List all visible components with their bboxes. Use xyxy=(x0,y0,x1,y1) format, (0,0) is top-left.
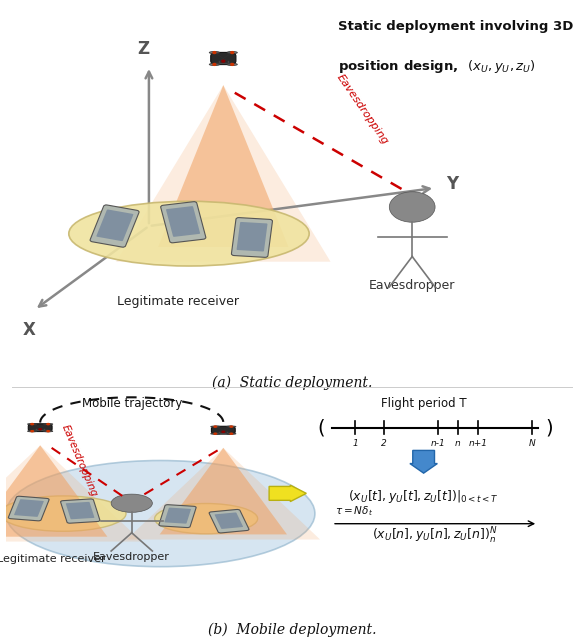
Text: position design,  $(x_U, y_U, z_U)$: position design, $(x_U, y_U, z_U)$ xyxy=(338,58,536,76)
Text: ): ) xyxy=(545,418,552,437)
Circle shape xyxy=(230,426,232,428)
Circle shape xyxy=(213,52,216,54)
Ellipse shape xyxy=(209,51,220,54)
Circle shape xyxy=(213,63,216,65)
Text: n+1: n+1 xyxy=(468,439,488,448)
Circle shape xyxy=(39,429,41,430)
Text: N: N xyxy=(529,439,536,448)
Text: Legitimate receiver: Legitimate receiver xyxy=(117,294,238,308)
Circle shape xyxy=(230,433,232,435)
Text: 1: 1 xyxy=(352,439,358,448)
Text: Eavesdropper: Eavesdropper xyxy=(369,279,456,292)
Polygon shape xyxy=(0,445,107,537)
Text: n: n xyxy=(455,439,461,448)
Ellipse shape xyxy=(44,424,53,425)
Text: ·····: ····· xyxy=(498,422,513,433)
Text: $(x_U[n], y_U[n], z_U[n])_n^N$: $(x_U[n], y_U[n], z_U[n])_n^N$ xyxy=(372,526,498,547)
Ellipse shape xyxy=(211,433,220,435)
Text: Legitimate receiver: Legitimate receiver xyxy=(0,554,106,564)
Polygon shape xyxy=(159,448,287,534)
Text: Static deployment involving 3D: Static deployment involving 3D xyxy=(338,20,573,33)
Circle shape xyxy=(214,426,217,428)
Text: (: ( xyxy=(318,418,325,437)
Text: n-1: n-1 xyxy=(430,439,446,448)
Ellipse shape xyxy=(209,63,220,65)
Circle shape xyxy=(231,63,234,65)
FancyArrow shape xyxy=(410,451,437,473)
Polygon shape xyxy=(0,445,142,541)
Text: (b)  Mobile deployment.: (b) Mobile deployment. xyxy=(208,623,376,637)
Circle shape xyxy=(390,192,435,222)
Ellipse shape xyxy=(227,51,237,54)
FancyBboxPatch shape xyxy=(61,499,100,524)
Text: $(x_U[t], y_U[t], z_U[t])|_{0<t<T}$: $(x_U[t], y_U[t], z_U[t])|_{0<t<T}$ xyxy=(348,488,499,506)
FancyBboxPatch shape xyxy=(165,508,191,524)
Text: X: X xyxy=(22,321,35,339)
Polygon shape xyxy=(158,85,288,247)
FancyBboxPatch shape xyxy=(28,424,52,431)
Text: Flight period T: Flight period T xyxy=(381,397,467,410)
FancyBboxPatch shape xyxy=(159,505,196,527)
FancyBboxPatch shape xyxy=(96,209,133,241)
FancyBboxPatch shape xyxy=(211,426,235,434)
Text: Y: Y xyxy=(447,175,458,193)
Text: Eavesdropper: Eavesdropper xyxy=(93,552,170,561)
FancyBboxPatch shape xyxy=(8,496,49,521)
Text: Eavesdropping: Eavesdropping xyxy=(60,424,99,499)
FancyArrow shape xyxy=(269,485,306,502)
FancyBboxPatch shape xyxy=(231,218,273,257)
FancyBboxPatch shape xyxy=(90,205,139,247)
Circle shape xyxy=(47,424,50,425)
Text: Z: Z xyxy=(137,40,150,58)
FancyBboxPatch shape xyxy=(14,499,44,517)
Ellipse shape xyxy=(227,426,236,428)
Ellipse shape xyxy=(227,63,237,65)
FancyBboxPatch shape xyxy=(211,52,236,65)
Circle shape xyxy=(222,60,225,62)
Polygon shape xyxy=(116,85,331,262)
Circle shape xyxy=(222,431,225,433)
Text: $\tau = N\delta_t$: $\tau = N\delta_t$ xyxy=(335,504,373,518)
FancyBboxPatch shape xyxy=(209,509,249,533)
Circle shape xyxy=(31,431,33,432)
Circle shape xyxy=(31,424,33,425)
Text: ·····: ····· xyxy=(404,422,418,433)
Polygon shape xyxy=(127,448,320,540)
Text: Mobile trajectory: Mobile trajectory xyxy=(82,397,182,410)
Ellipse shape xyxy=(0,496,126,531)
Ellipse shape xyxy=(27,431,37,432)
Ellipse shape xyxy=(44,431,53,432)
Circle shape xyxy=(111,494,152,513)
FancyBboxPatch shape xyxy=(161,202,206,243)
Ellipse shape xyxy=(211,426,220,428)
FancyBboxPatch shape xyxy=(66,502,95,519)
Text: (a)  Static deployment.: (a) Static deployment. xyxy=(212,376,372,390)
Ellipse shape xyxy=(227,433,236,435)
FancyBboxPatch shape xyxy=(237,222,267,252)
Circle shape xyxy=(231,52,234,54)
FancyBboxPatch shape xyxy=(214,513,243,529)
Circle shape xyxy=(214,433,217,435)
Circle shape xyxy=(47,431,50,432)
FancyBboxPatch shape xyxy=(166,206,200,237)
Ellipse shape xyxy=(27,424,37,425)
Text: 2: 2 xyxy=(381,439,387,448)
Text: Eavesdropping: Eavesdropping xyxy=(334,72,390,146)
Ellipse shape xyxy=(6,461,315,566)
Ellipse shape xyxy=(155,504,258,534)
Ellipse shape xyxy=(69,202,309,266)
